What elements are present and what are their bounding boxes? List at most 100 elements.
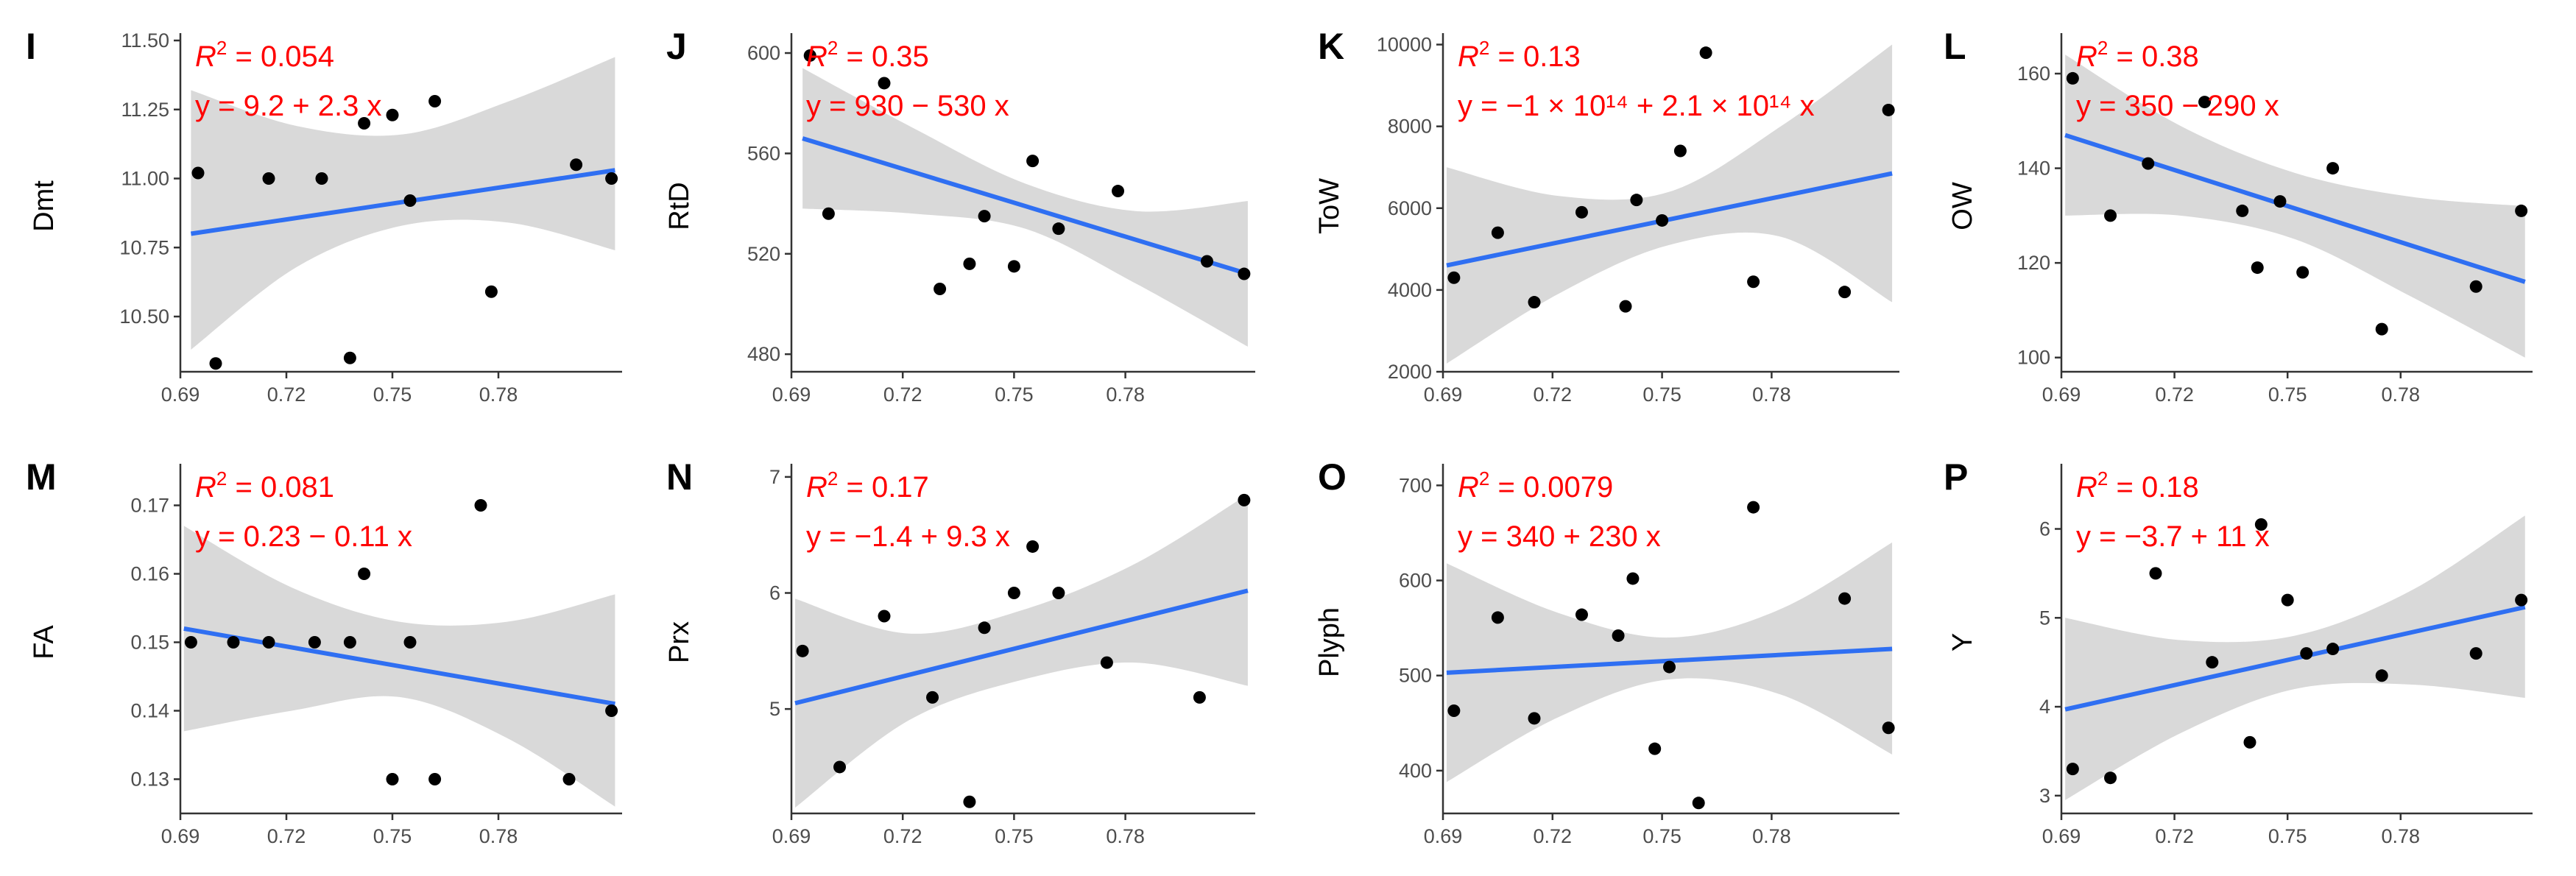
data-point — [833, 760, 847, 774]
data-point — [570, 158, 583, 172]
y-tick-label: 11.50 — [121, 29, 169, 52]
regression-line — [2064, 604, 2526, 712]
data-point — [878, 77, 891, 90]
data-point — [343, 351, 356, 364]
data-point — [934, 283, 947, 295]
r-squared-symbol: R — [1458, 471, 1479, 504]
data-point — [1882, 721, 1895, 735]
r-squared-exponent: 2 — [2097, 37, 2108, 59]
data-point — [1528, 712, 1541, 725]
x-tick-label: 0.69 — [161, 825, 200, 847]
r-squared-symbol: R — [195, 471, 216, 504]
data-point — [1612, 629, 1625, 642]
data-point — [2375, 322, 2388, 336]
x-tick-label: 0.78 — [1106, 825, 1145, 847]
r-squared-value: = 0.18 — [2108, 471, 2198, 504]
regression-line — [190, 168, 615, 236]
regression-line — [794, 588, 1249, 706]
data-point — [978, 210, 991, 223]
y-tick-label: 0.15 — [130, 632, 169, 654]
data-point — [315, 172, 328, 185]
data-point — [1007, 587, 1020, 600]
data-point — [926, 690, 939, 704]
x-tick-label: 0.72 — [2155, 825, 2194, 847]
panel-letter: N — [666, 456, 693, 498]
panel-letter: M — [26, 456, 57, 498]
y-tick-label: 8000 — [1388, 116, 1432, 138]
data-point — [386, 773, 399, 785]
data-point — [1447, 271, 1461, 284]
data-point — [1575, 205, 1588, 219]
y-axis-title: OW — [1947, 182, 1978, 230]
regression-equation: y = 930 − 530 x — [806, 90, 1009, 122]
data-point — [209, 357, 222, 370]
data-point — [2066, 763, 2079, 776]
x-tick-label: 0.69 — [772, 384, 811, 406]
r-squared-label: R2 = 0.081 — [195, 467, 334, 504]
data-point — [227, 636, 240, 649]
data-point — [184, 636, 197, 649]
regression-equation: y = 340 + 230 x — [1458, 520, 1661, 553]
x-tick-label: 0.72 — [883, 384, 922, 406]
data-point — [605, 704, 618, 717]
x-tick-label: 0.72 — [267, 825, 306, 847]
data-point — [262, 636, 275, 649]
y-tick-label: 6 — [2039, 518, 2050, 540]
data-point — [1052, 222, 1065, 236]
r-squared-value: = 0.081 — [227, 471, 334, 504]
y-tick-label: 5 — [2039, 607, 2050, 629]
r-squared-exponent: 2 — [828, 37, 838, 59]
panel-n: 0.69 0.72 0.75 0.78 5 6 7 N Prx R2 = 0.17 y = −1.4… — [664, 456, 1255, 847]
x-tick-label: 0.69 — [772, 825, 811, 847]
x-tick-label: 0.72 — [1534, 825, 1573, 847]
data-point — [474, 499, 487, 512]
data-point — [1656, 213, 1669, 227]
x-tick-label: 0.69 — [1424, 384, 1463, 406]
r-squared-symbol: R — [1458, 40, 1479, 73]
r-squared-label: R2 = 0.18 — [2076, 467, 2199, 504]
data-point — [2206, 656, 2219, 669]
panel-k: 0.69 0.72 0.75 0.78 2000 4000 6000 8000 10000 K To… — [1314, 26, 1899, 406]
r-squared-exponent: 2 — [1479, 37, 1489, 59]
r-squared-value: = 0.17 — [838, 471, 928, 504]
regression-equation: y = 0.23 − 0.11 x — [195, 520, 412, 553]
r-squared-symbol: R — [2076, 471, 2097, 504]
x-tick-label: 0.78 — [1752, 825, 1791, 847]
data-point — [1747, 501, 1760, 514]
y-axis-title: Prx — [664, 621, 695, 663]
x-tick-label: 0.75 — [2268, 825, 2307, 847]
data-point — [2104, 209, 2117, 222]
r-squared-value: = 0.0079 — [1489, 471, 1613, 504]
x-tick-label: 0.69 — [1424, 825, 1463, 847]
y-tick-label: 160 — [2017, 63, 2050, 85]
y-tick-label: 11.25 — [121, 99, 169, 121]
regression-equation: y = 9.2 + 2.3 x — [195, 90, 382, 122]
x-tick-label: 0.75 — [995, 825, 1034, 847]
data-point — [2326, 643, 2340, 656]
data-point — [403, 636, 417, 649]
x-tick-label: 0.72 — [883, 825, 922, 847]
y-tick-label: 4000 — [1388, 279, 1432, 301]
data-point — [1673, 144, 1687, 158]
data-point — [1575, 608, 1588, 621]
data-point — [1648, 742, 1662, 755]
data-point — [2375, 669, 2388, 682]
panel-l: 0.69 0.72 0.75 0.78 100 120 140 160 L OW R2 = 0.38… — [1944, 26, 2533, 406]
y-tick-label: 7 — [769, 466, 780, 488]
data-point — [1026, 540, 1040, 553]
regression-line — [2064, 133, 2526, 284]
x-tick-label: 0.72 — [1534, 384, 1573, 406]
y-axis-title: Plyph — [1314, 607, 1345, 677]
x-tick-label: 0.78 — [2382, 825, 2421, 847]
x-tick-label: 0.75 — [2268, 384, 2307, 406]
r-squared-label: R2 = 0.0079 — [1458, 467, 1613, 504]
x-tick-label: 0.72 — [2155, 384, 2194, 406]
data-point — [403, 194, 417, 207]
data-point — [1882, 103, 1895, 116]
data-point — [2469, 280, 2483, 293]
y-tick-label: 0.14 — [130, 700, 169, 722]
y-tick-label: 520 — [747, 243, 780, 265]
r-squared-exponent: 2 — [1479, 467, 1489, 490]
data-point — [1838, 286, 1852, 299]
